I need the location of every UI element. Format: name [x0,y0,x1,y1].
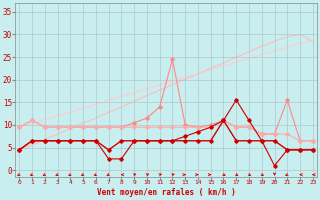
X-axis label: Vent moyen/en rafales ( km/h ): Vent moyen/en rafales ( km/h ) [97,188,236,197]
